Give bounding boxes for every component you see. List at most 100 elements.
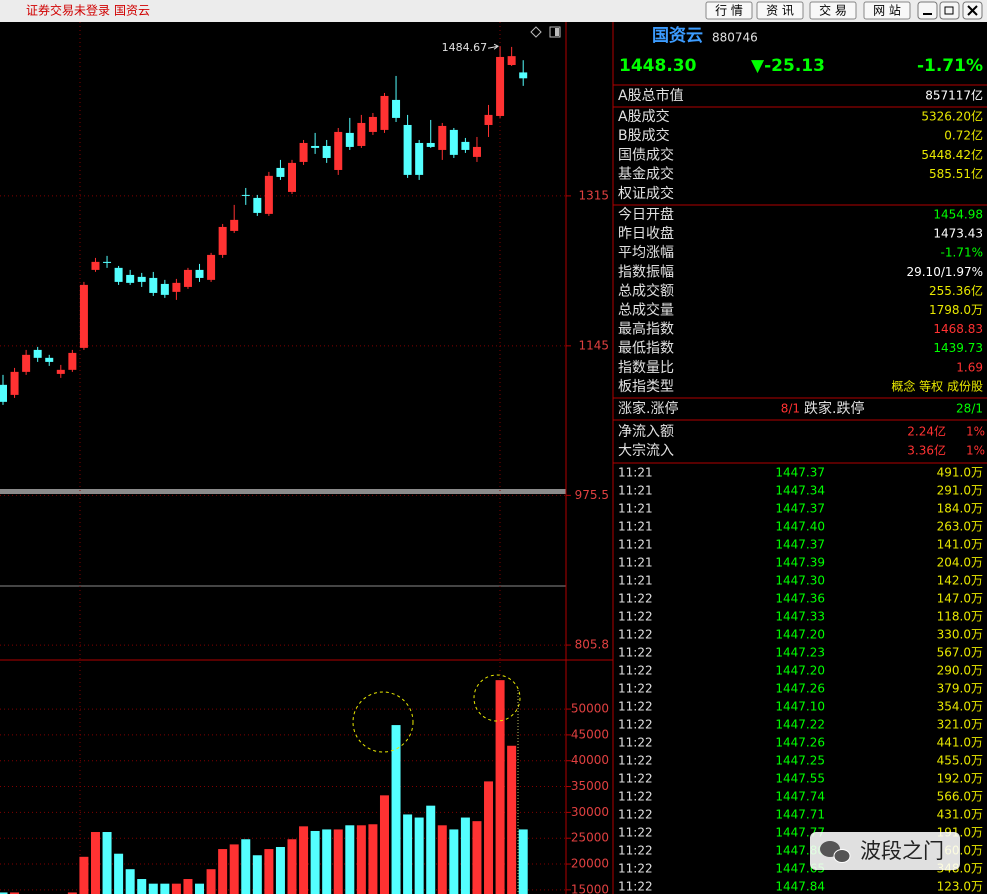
- stat-value: 1473.43: [933, 227, 983, 241]
- stat-value: 857117亿: [925, 88, 983, 103]
- toolbar-button[interactable]: [756, 1, 804, 20]
- candle-body: [334, 131, 343, 170]
- volume-bar: [310, 830, 320, 894]
- stat-value: 1.69: [956, 360, 983, 374]
- flow-value: 3.36亿: [907, 443, 946, 458]
- tool-icon[interactable]: [549, 26, 561, 38]
- stat-label: 昨日收盘: [618, 225, 674, 242]
- candle-body: [149, 277, 158, 293]
- tick-volume: 321.0万: [937, 718, 983, 732]
- tick-volume: 379.0万: [937, 682, 983, 696]
- stat-label: 今日开盘: [618, 206, 674, 223]
- toolbar-button-label[interactable]: 资 讯: [766, 4, 794, 18]
- stat-value: 29.10/1.97%: [906, 265, 983, 279]
- flow-pct: 1%: [966, 425, 985, 439]
- watermark: 波段之门: [810, 832, 960, 870]
- stat-value: -1.71%: [941, 246, 983, 260]
- tick-price: 1447.37: [775, 502, 825, 516]
- tick-time: 11:22: [618, 646, 653, 660]
- tick-time: 11:22: [618, 772, 653, 786]
- tick-time: 11:21: [618, 502, 653, 516]
- tick-price: 1447.37: [775, 538, 825, 552]
- tick-volume: 330.0万: [937, 628, 983, 642]
- tick-volume: 290.0万: [937, 664, 983, 678]
- stat-value: 255.36亿: [929, 283, 983, 298]
- y-tick-label: 975.5: [575, 488, 609, 502]
- candle-body: [472, 146, 481, 157]
- volume-bar: [368, 824, 378, 894]
- volume-bar: [125, 869, 135, 894]
- volume-bar: [472, 821, 482, 894]
- candle-body: [322, 145, 331, 158]
- volume-bar: [67, 892, 77, 894]
- tick-volume: 141.0万: [937, 538, 983, 552]
- tick-volume: 441.0万: [937, 736, 983, 750]
- stat-value: 概念 等权 成份股: [891, 378, 983, 393]
- toolbar-button[interactable]: [863, 1, 911, 20]
- tick-price: 1447.84: [775, 880, 825, 894]
- stat-label: 板指类型: [618, 379, 674, 395]
- toolbar-button-label[interactable]: 交 易: [819, 3, 847, 18]
- volume-bar: [426, 805, 436, 894]
- volume-bar: [160, 883, 170, 894]
- tick-time: 11:22: [618, 718, 653, 732]
- candle-body: [241, 194, 250, 196]
- stat-value: 1468.83: [933, 322, 983, 336]
- tool-icon-fill: [555, 28, 559, 36]
- volume-bar: [299, 826, 309, 894]
- candle-body: [276, 167, 285, 177]
- tick-time: 11:22: [618, 628, 653, 642]
- tick-volume: 142.0万: [937, 574, 983, 588]
- tick-time: 11:22: [618, 880, 653, 894]
- volume-bar: [356, 825, 366, 894]
- volume-bar: [507, 745, 517, 894]
- volume-bar: [148, 883, 158, 894]
- tick-price: 1447.26: [775, 682, 825, 696]
- y-tick-label: 30000: [571, 805, 609, 819]
- wechat-icon: [833, 849, 851, 863]
- candle-body: [507, 56, 516, 65]
- candle-body: [288, 162, 296, 192]
- volume-bar: [460, 817, 470, 894]
- stat-label: 权证成交: [618, 185, 674, 202]
- y-tick-label: 25000: [571, 831, 609, 845]
- stat-label: 总成交额: [618, 282, 674, 299]
- minimize-button[interactable]: [917, 1, 938, 20]
- candle-body: [22, 354, 31, 372]
- toolbar-button-label[interactable]: 行 情: [715, 4, 743, 18]
- tick-volume: 123.0万: [937, 880, 983, 894]
- toolbar-button[interactable]: [705, 1, 753, 20]
- toolbar-button-label[interactable]: 网 站: [873, 4, 901, 18]
- stat-value: 1439.73: [933, 341, 983, 355]
- tool-icon[interactable]: [530, 26, 542, 38]
- candle-body: [79, 284, 88, 348]
- tick-price: 1447.26: [775, 736, 825, 750]
- tick-price: 1447.25: [775, 754, 825, 768]
- restore-button[interactable]: [939, 1, 960, 20]
- volume-bar: [183, 879, 193, 894]
- tick-volume: 204.0万: [937, 556, 983, 570]
- stat-value: 5448.42亿: [921, 147, 983, 162]
- volume-bar: [206, 869, 216, 894]
- volume-bar: [403, 814, 413, 894]
- tick-time: 11:22: [618, 844, 653, 858]
- candle-body: [392, 99, 401, 118]
- tick-volume: 147.0万: [937, 592, 983, 606]
- volume-bar: [218, 849, 228, 894]
- tick-volume: 566.0万: [937, 790, 983, 804]
- candle-body: [403, 124, 412, 175]
- stat-label: 最低指数: [618, 341, 674, 357]
- stat-label: 最高指数: [618, 321, 674, 338]
- toolbar-button[interactable]: [809, 1, 857, 20]
- tick-price: 1447.23: [775, 646, 825, 660]
- tick-volume: 491.0万: [937, 466, 983, 480]
- candle-body: [0, 384, 7, 402]
- tick-time: 11:22: [618, 754, 653, 768]
- volume-bar: [171, 883, 181, 894]
- volume-bar: [114, 853, 124, 894]
- quote-pct: -1.71%: [917, 56, 983, 76]
- tick-volume: 118.0万: [937, 610, 983, 624]
- tick-price: 1447.20: [775, 628, 825, 642]
- tick-time: 11:22: [618, 736, 653, 750]
